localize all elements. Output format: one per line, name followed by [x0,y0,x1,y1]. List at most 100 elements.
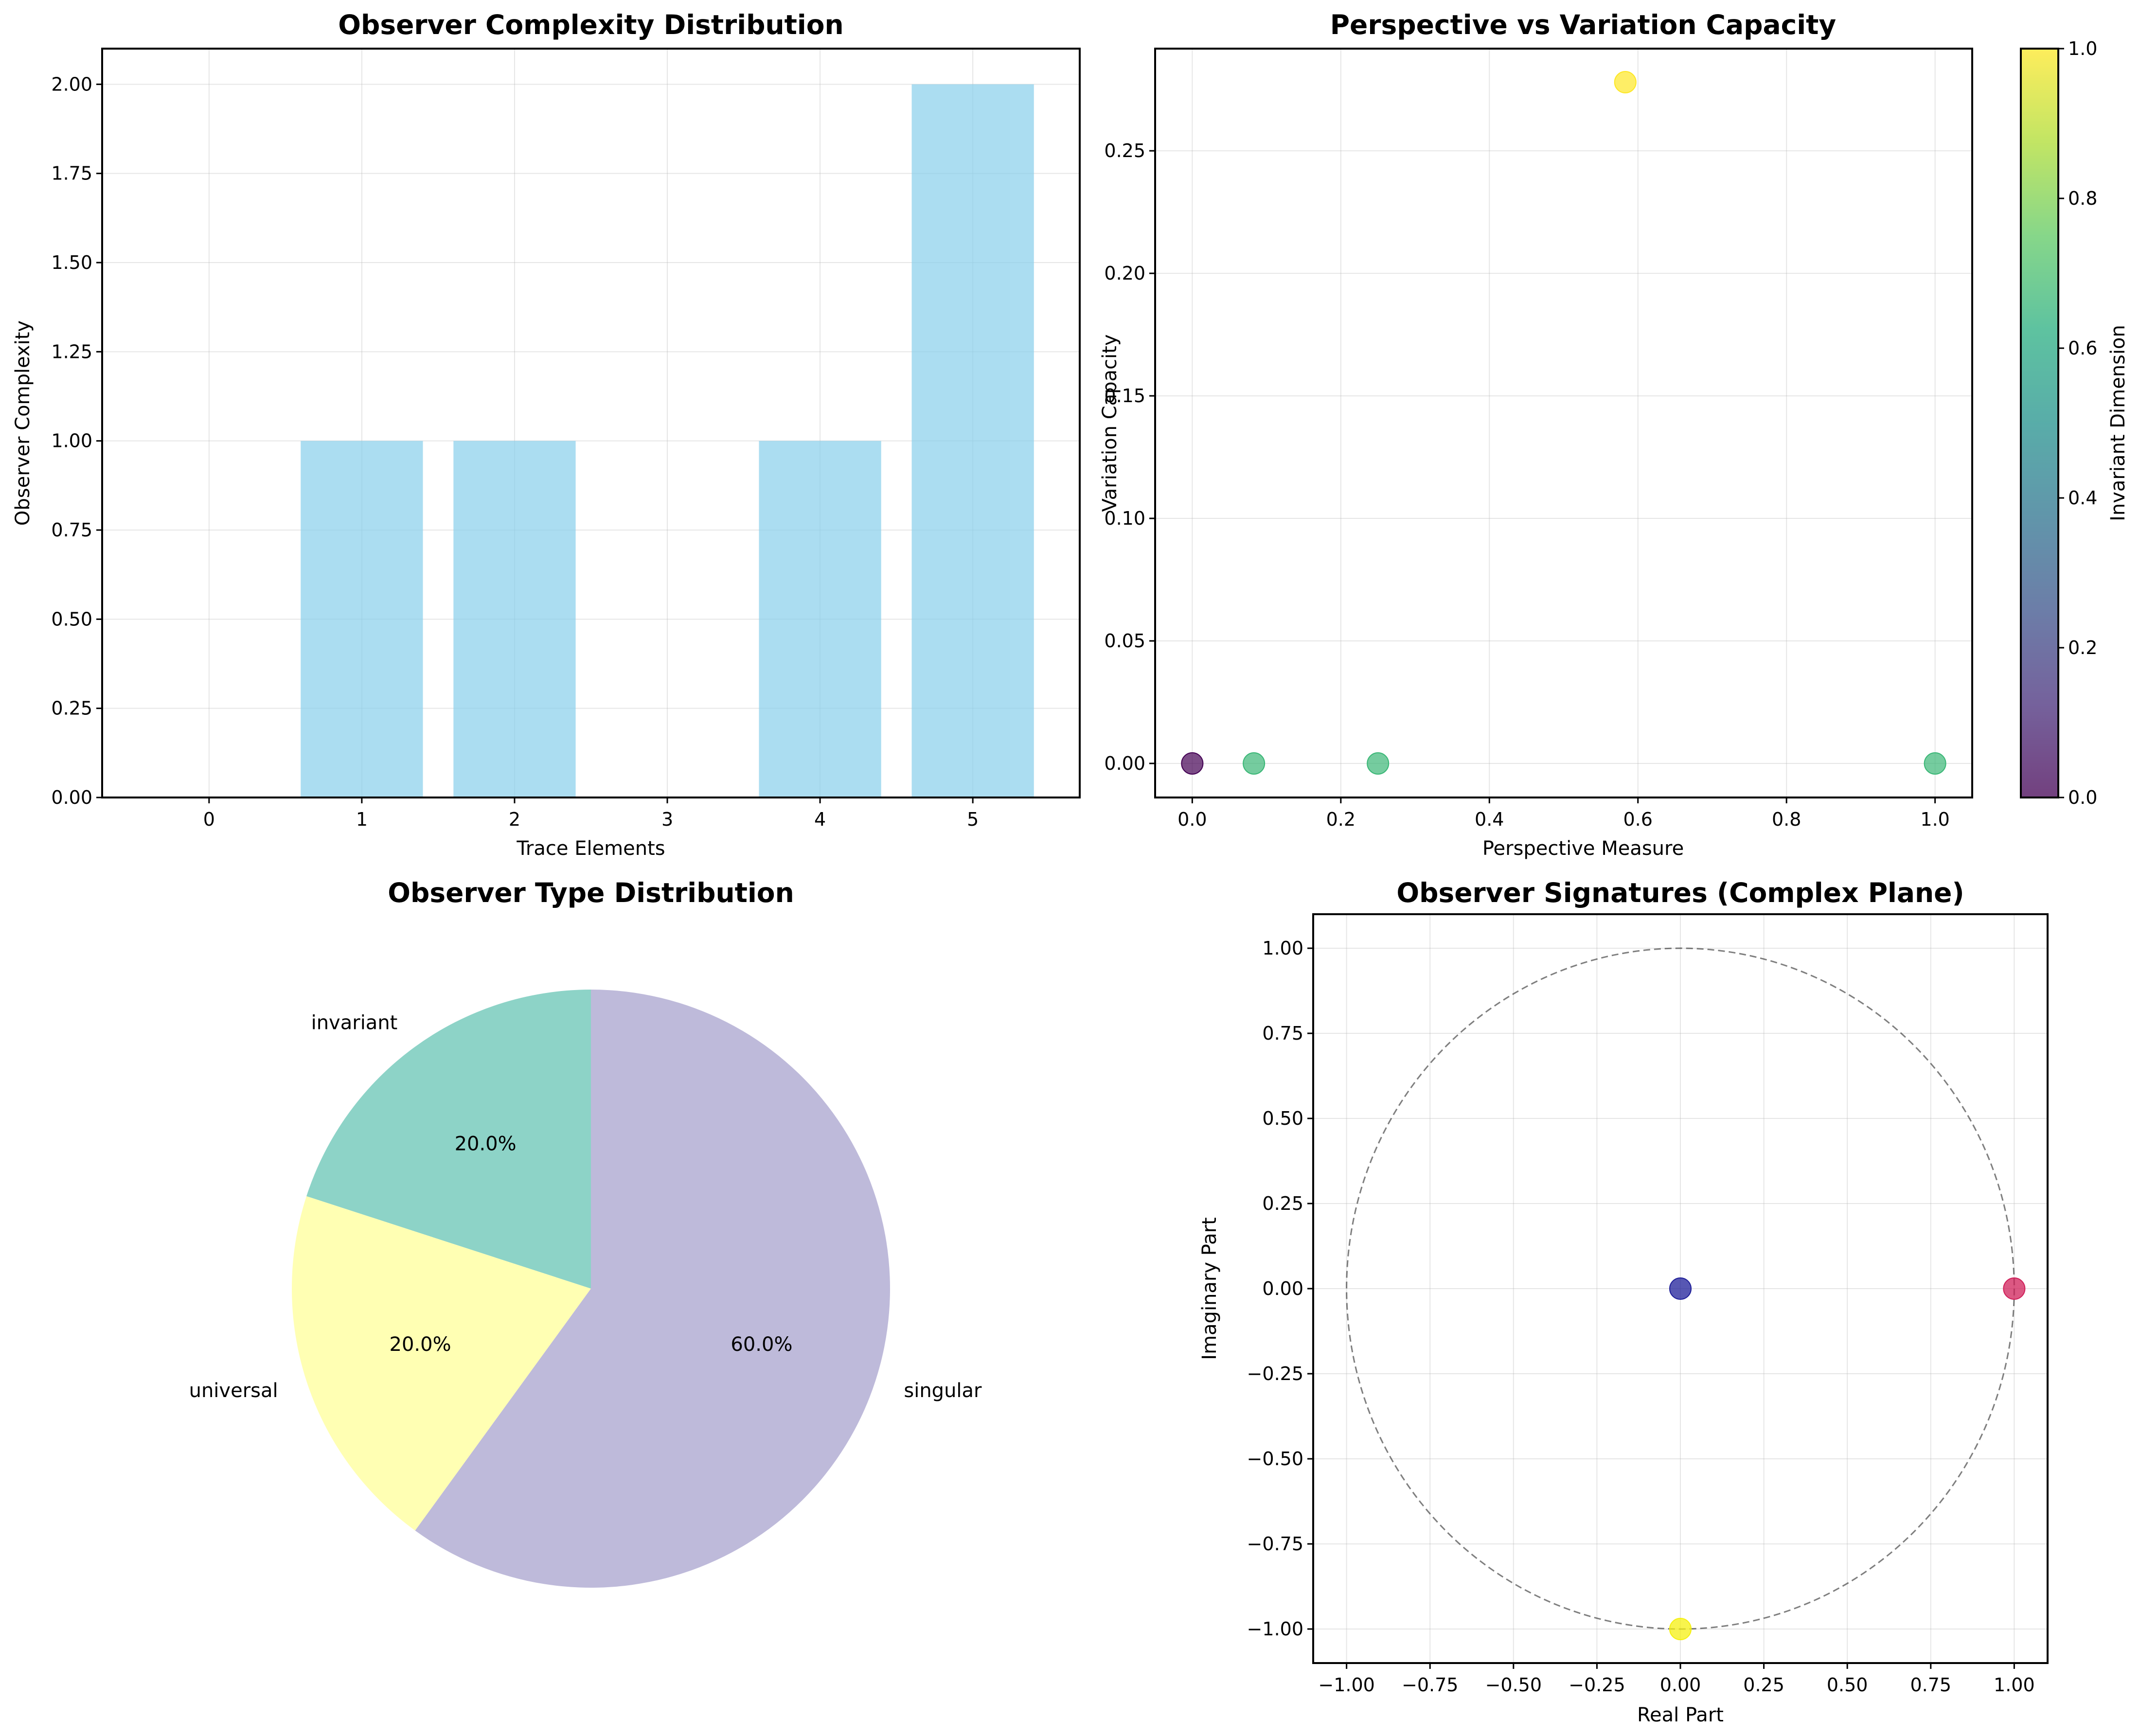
pie-slice-label: invariant [311,1012,398,1034]
ticks: −1.00 −0.75 −0.50 −0.25 0.00 0.25 0.50 0.75 1.00… [1247,938,2035,1696]
colorbar-tick-label: 0.2 [2068,637,2097,658]
scatter-point [1367,752,1390,775]
x-tick-label: 0.50 [1827,1674,1868,1696]
bar [911,84,1034,797]
bar [759,441,881,797]
scatter-point [1924,752,1946,775]
pie-slice-percent: 60.0% [731,1333,792,1356]
bar [301,441,423,797]
scatter-point [1181,752,1204,775]
pie-slice-label: universal [189,1380,278,1402]
x-tick-label: 0.2 [1326,809,1355,830]
y-tick-label: 0.25 [1262,1193,1303,1214]
y-tick-label: 1.00 [51,430,92,452]
x-axis-label: Perspective Measure [1482,837,1684,860]
y-tick-label: 0.25 [51,698,92,719]
x-tick-label: 2 [509,809,520,830]
y-tick-label: −0.25 [1247,1363,1303,1384]
colorbar-tick-label: 0.0 [2068,787,2097,808]
observer-type-pie-chart: Observer Type Distribution invariant 20.0… [189,877,982,1588]
y-tick-label: 0.50 [51,608,92,630]
plot-frame [101,48,1081,798]
chart-title: Observer Complexity Distribution [338,9,843,40]
points [1669,1277,2026,1640]
signature-point [2003,1277,2026,1300]
scatter-point [1243,752,1266,775]
signature-point [1669,1618,1692,1640]
x-tick-label: 0.8 [1772,809,1801,830]
complexity-bar-chart: Observer Complexity Distribution 0 1 2 3 4 50… [12,9,1081,860]
ticks: 0 1 2 3 4 5 0.00 0.25 0.50 0.75 1.00 1.25 1.50 1.75 2.… [51,73,979,830]
pie-slice [306,990,591,1289]
colorbar: 0.0 0.2 0.4 0.6 0.8 1.0 Invariant Dimension [2020,38,2129,808]
colorbar-frame [2020,48,2059,798]
y-tick-label: 1.25 [51,341,92,362]
x-tick-label: 1.0 [1920,809,1949,830]
x-tick-label: 1 [356,809,368,830]
grid [1155,49,1972,797]
y-tick-label: 0.00 [1262,1278,1303,1299]
y-tick-label: 0.05 [1104,630,1145,652]
colorbar-label: Invariant Dimension [2107,325,2129,521]
colorbar-tick-label: 0.8 [2068,188,2097,209]
y-tick-label: 0.00 [1104,753,1145,774]
x-tick-label: 0.00 [1660,1674,1701,1696]
x-tick-label: 0.25 [1743,1674,1784,1696]
y-axis-label: Variation Capacity [1099,335,1121,512]
x-tick-label: 0.6 [1623,809,1653,830]
y-tick-label: 0.10 [1104,508,1145,529]
x-tick-label: 3 [661,809,673,830]
pie-slice-label: singular [904,1380,982,1402]
colorbar-gradient [2021,49,2058,797]
perspective-scatter-chart: Perspective vs Variation Capacity 0.0 0.2… [1099,9,2129,860]
x-tick-label: −0.50 [1485,1674,1542,1696]
plot-frame [1154,48,1973,798]
bar [453,441,576,797]
pie-slice [415,990,891,1588]
complex-plane-chart: Observer Signatures (Complex Plane) −1.0… [1198,877,2049,1726]
y-tick-label: −0.50 [1247,1448,1303,1470]
colorbar-ticks: 0.0 0.2 0.4 0.6 0.8 1.0 [2058,38,2097,808]
x-tick-label: −1.00 [1318,1674,1374,1696]
x-tick-label: 0.0 [1177,809,1207,830]
y-tick-label: 2.00 [51,73,92,95]
y-axis-label: Imaginary Part [1198,1217,1221,1360]
pie-slice-percent: 20.0% [455,1133,517,1155]
colorbar-tick-label: 0.6 [2068,337,2097,359]
y-tick-label: 0.25 [1104,140,1145,161]
x-tick-label: 1.00 [1994,1674,2035,1696]
x-tick-label: 0 [203,809,215,830]
x-axis-label: Trace Elements [516,837,665,860]
x-tick-label: −0.75 [1402,1674,1458,1696]
x-tick-label: −0.25 [1569,1674,1625,1696]
points [1181,71,1946,775]
y-tick-label: 1.50 [51,252,92,273]
colorbar-tick-label: 1.0 [2068,38,2097,59]
y-tick-label: 0.15 [1104,385,1145,407]
ticks: 0.0 0.2 0.4 0.6 0.8 1.0 0.00 0.05 0.10 0.15 0.20 0.… [1104,140,1949,830]
scatter-point [1614,71,1637,94]
bars [301,84,1034,797]
y-axis-label: Observer Complexity [12,320,34,526]
y-tick-label: 0.50 [1262,1108,1303,1129]
y-tick-label: −1.00 [1247,1618,1303,1640]
y-tick-label: 0.75 [51,519,92,541]
y-tick-label: −0.75 [1247,1533,1303,1555]
x-axis-label: Real Part [1637,1704,1724,1726]
x-tick-label: 4 [814,809,826,830]
y-tick-label: 0.20 [1104,263,1145,284]
y-tick-label: 1.75 [51,163,92,184]
chart-title: Perspective vs Variation Capacity [1330,9,1837,40]
signature-point [1669,1277,1692,1300]
x-tick-label: 0.75 [1910,1674,1951,1696]
pie: invariant 20.0% universal 20.0% singular 60.0… [189,990,982,1588]
y-tick-label: 0.00 [51,787,92,808]
chart-title: Observer Signatures (Complex Plane) [1396,877,1964,908]
x-tick-label: 5 [967,809,979,830]
y-tick-label: 0.75 [1262,1023,1303,1044]
chart-title: Observer Type Distribution [388,877,794,908]
x-tick-label: 0.4 [1475,809,1504,830]
pie-slice-percent: 20.0% [390,1333,451,1356]
colorbar-tick-label: 0.4 [2068,487,2097,509]
